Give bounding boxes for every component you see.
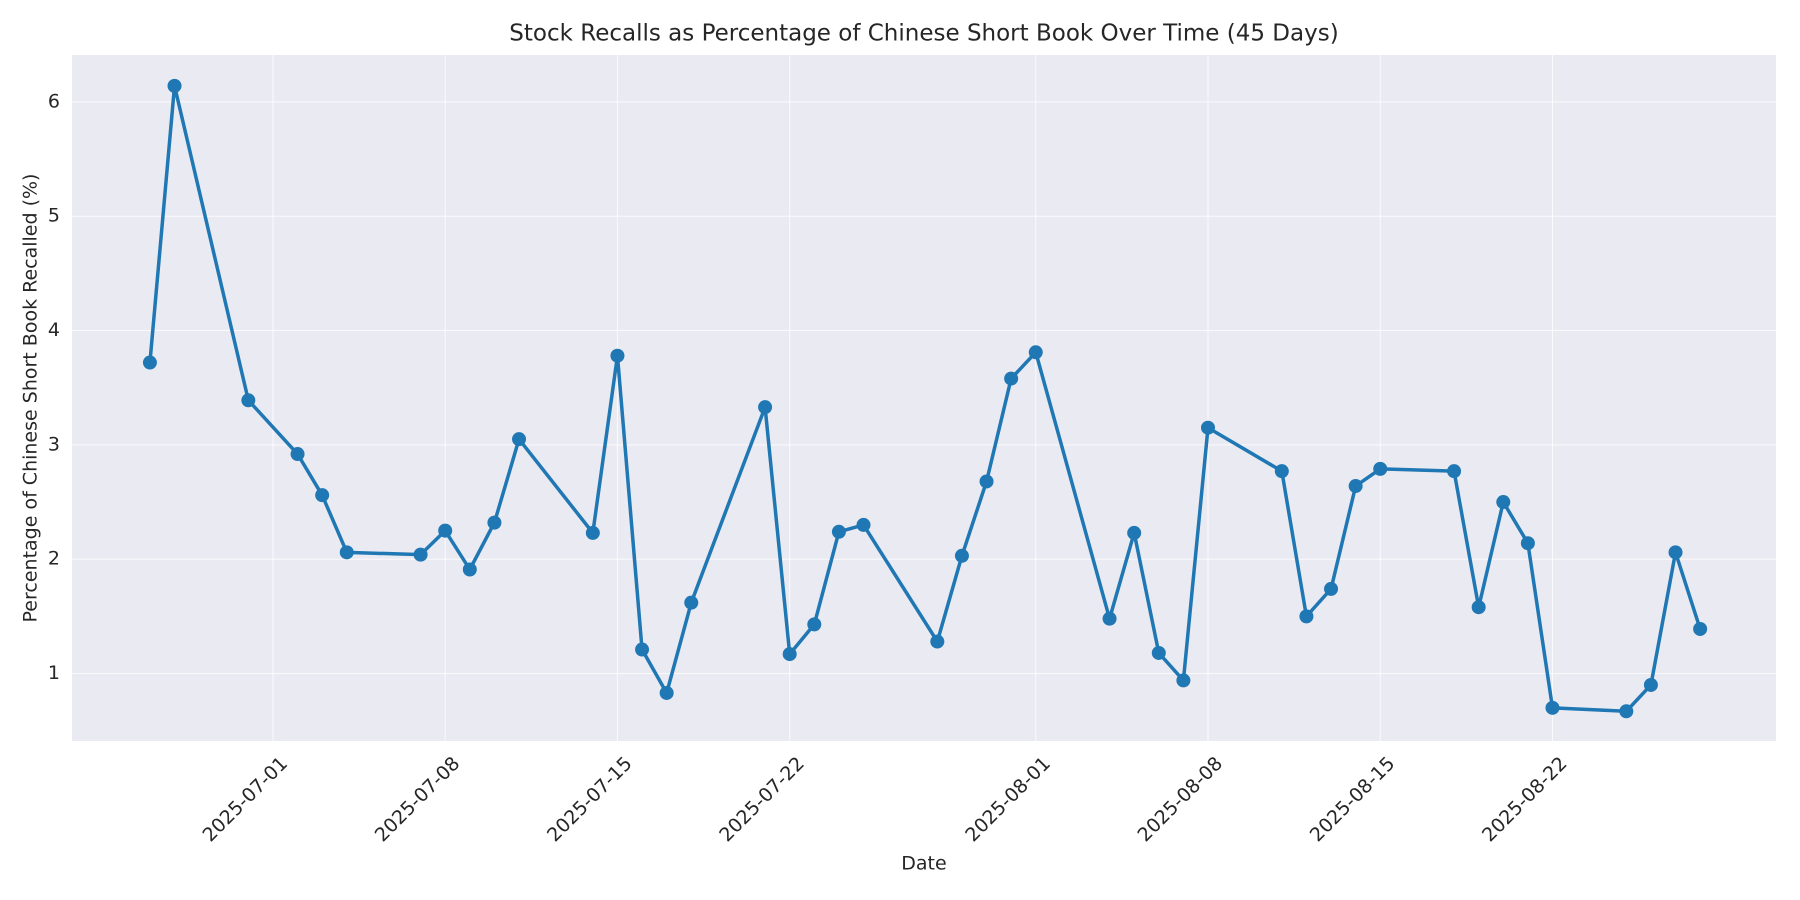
x-axis-label: Date xyxy=(901,853,946,875)
x-tick-label: 2025-08-15 xyxy=(1306,753,1400,847)
data-point xyxy=(1151,645,1166,660)
data-point xyxy=(1545,700,1560,715)
data-point xyxy=(512,432,527,447)
data-point xyxy=(979,474,994,489)
data-point xyxy=(1348,479,1363,494)
data-point xyxy=(142,355,157,370)
data-point xyxy=(856,517,871,532)
data-point xyxy=(954,548,969,563)
data-point xyxy=(1004,371,1019,386)
data-point xyxy=(1520,536,1535,551)
data-point xyxy=(1127,525,1142,540)
data-point xyxy=(635,642,650,657)
x-tick-label: 2025-08-22 xyxy=(1478,753,1572,847)
data-point xyxy=(1496,495,1511,510)
data-point xyxy=(930,634,945,649)
data-point xyxy=(1324,581,1339,596)
y-tick-label: 5 xyxy=(48,205,60,227)
data-point xyxy=(1299,609,1314,624)
data-point xyxy=(1643,677,1658,692)
data-point xyxy=(1471,600,1486,615)
x-tick-label: 2025-07-01 xyxy=(198,753,292,847)
x-tick-label: 2025-07-08 xyxy=(371,753,465,847)
data-point xyxy=(438,523,453,538)
x-tick-label: 2025-08-01 xyxy=(961,753,1055,847)
y-tick-label: 1 xyxy=(48,662,60,684)
data-point xyxy=(684,595,699,610)
x-tick-label: 2025-07-15 xyxy=(543,753,637,847)
data-point xyxy=(1619,704,1634,719)
data-point xyxy=(807,617,822,632)
data-point xyxy=(1373,461,1388,476)
data-point xyxy=(241,393,256,408)
data-point xyxy=(315,488,330,503)
data-point xyxy=(1274,464,1289,479)
plot-area xyxy=(72,55,1776,741)
data-point xyxy=(462,562,477,577)
data-point xyxy=(1693,621,1708,636)
data-point xyxy=(1201,420,1215,435)
data-point xyxy=(167,78,182,93)
data-point xyxy=(413,547,428,562)
chart-title: Stock Recalls as Percentage of Chinese S… xyxy=(509,21,1338,47)
data-point xyxy=(1447,464,1462,479)
data-point xyxy=(831,524,846,539)
data-point xyxy=(610,348,625,363)
data-point xyxy=(487,515,502,530)
data-point xyxy=(339,545,354,560)
data-point xyxy=(1668,545,1683,560)
data-point xyxy=(758,400,773,415)
data-point xyxy=(1176,673,1191,688)
data-point xyxy=(1028,345,1043,360)
y-tick-label: 2 xyxy=(48,548,60,570)
x-tick-label: 2025-07-22 xyxy=(715,753,809,847)
y-tick-label: 3 xyxy=(48,433,60,455)
x-tick-label: 2025-08-08 xyxy=(1134,753,1228,847)
data-point xyxy=(585,525,600,540)
y-axis-label: Percentage of Chinese Short Book Recalle… xyxy=(20,174,42,623)
data-point xyxy=(659,685,674,700)
data-point xyxy=(1102,611,1117,626)
data-point xyxy=(782,647,797,662)
y-tick-label: 4 xyxy=(48,319,60,341)
y-tick-label: 6 xyxy=(48,90,60,112)
data-point xyxy=(290,447,305,462)
